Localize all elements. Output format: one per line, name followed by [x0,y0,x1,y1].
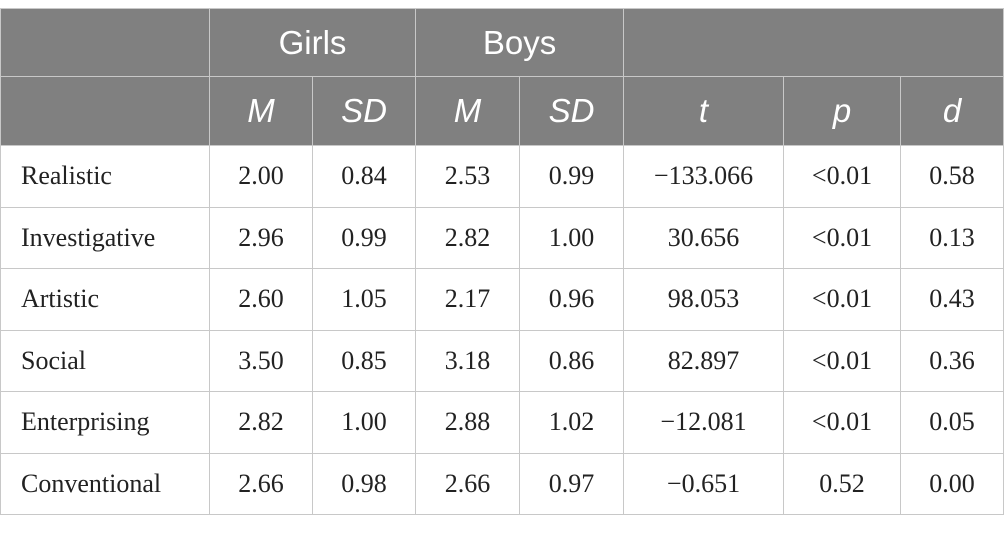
column-header-girls-m: M [209,76,313,146]
cell-d: 0.00 [900,452,1005,515]
cell-p: 0.52 [783,452,902,515]
cell-d: 0.05 [900,391,1005,454]
cell-boys-m: 2.66 [415,452,521,515]
cell-boys-sd: 1.02 [519,391,625,454]
cell-p: <0.01 [783,329,902,392]
column-header-boys-sd: SD [519,76,625,146]
cell-girls-sd: 1.00 [311,391,417,454]
cell-t: −0.651 [623,452,785,515]
row-label: Realistic [0,145,210,208]
cell-girls-sd: 0.84 [311,145,417,208]
cell-boys-m: 2.53 [415,145,521,208]
cell-girls-m: 3.50 [209,329,313,392]
cell-d: 0.13 [900,206,1005,269]
cell-boys-m: 2.17 [415,268,521,331]
cell-t: −133.066 [623,145,785,208]
column-header-p: p [783,76,902,146]
cell-girls-m: 2.66 [209,452,313,515]
header-corner-cell [0,8,210,77]
cell-boys-m: 2.88 [415,391,521,454]
cell-girls-sd: 0.99 [311,206,417,269]
table-row: Enterprising 2.82 1.00 2.88 1.02 −12.081… [0,391,1005,454]
cell-t: 82.897 [623,329,785,392]
row-label: Enterprising [0,391,210,454]
cell-d: 0.58 [900,145,1005,208]
cell-d: 0.36 [900,329,1005,392]
cell-boys-sd: 0.86 [519,329,625,392]
column-header-d: d [900,76,1005,146]
cell-girls-m: 2.60 [209,268,313,331]
row-label: Social [0,329,210,392]
table-body: Realistic 2.00 0.84 2.53 0.99 −133.066 <… [0,145,1005,515]
cell-boys-m: 3.18 [415,329,521,392]
cell-boys-sd: 0.97 [519,452,625,515]
cell-p: <0.01 [783,391,902,454]
row-label: Conventional [0,452,210,515]
cell-p: <0.01 [783,268,902,331]
cell-t: 98.053 [623,268,785,331]
column-header-t: t [623,76,785,146]
table-row: Artistic 2.60 1.05 2.17 0.96 98.053 <0.0… [0,268,1005,331]
cell-t: 30.656 [623,206,785,269]
cell-girls-sd: 0.85 [311,329,417,392]
cell-d: 0.43 [900,268,1005,331]
header-column-row: M SD M SD t p d [0,76,1005,146]
table-header: Girls Boys M SD M SD t p d [0,8,1005,146]
header-group-boys: Boys [415,8,625,77]
table-row: Conventional 2.66 0.98 2.66 0.97 −0.651 … [0,452,1005,515]
column-header-girls-sd: SD [311,76,417,146]
header-group-empty [623,8,1005,77]
cell-girls-m: 2.96 [209,206,313,269]
table-row: Realistic 2.00 0.84 2.53 0.99 −133.066 <… [0,145,1005,208]
cell-boys-sd: 0.99 [519,145,625,208]
cell-girls-sd: 0.98 [311,452,417,515]
statistics-table: Girls Boys M SD M SD t p d Realistic 2.0… [0,8,1005,515]
cell-girls-sd: 1.05 [311,268,417,331]
cell-t: −12.081 [623,391,785,454]
header-group-row: Girls Boys [0,8,1005,77]
cell-boys-sd: 1.00 [519,206,625,269]
cell-boys-m: 2.82 [415,206,521,269]
table-row: Investigative 2.96 0.99 2.82 1.00 30.656… [0,206,1005,269]
header-group-girls: Girls [208,8,417,77]
row-label: Investigative [0,206,210,269]
row-label: Artistic [0,268,210,331]
header-corner-cell-lower [0,76,210,146]
table-row: Social 3.50 0.85 3.18 0.86 82.897 <0.01 … [0,329,1005,392]
cell-p: <0.01 [783,145,902,208]
cell-p: <0.01 [783,206,902,269]
cell-girls-m: 2.82 [209,391,313,454]
cell-boys-sd: 0.96 [519,268,625,331]
cell-girls-m: 2.00 [209,145,313,208]
column-header-boys-m: M [415,76,521,146]
